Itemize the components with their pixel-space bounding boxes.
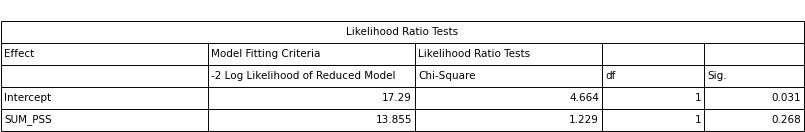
Text: 0.031: 0.031 — [771, 93, 801, 103]
Text: 1: 1 — [695, 93, 701, 103]
Text: 13.855: 13.855 — [375, 115, 412, 125]
Text: SUM_PSS: SUM_PSS — [4, 115, 52, 125]
Text: Sig.: Sig. — [707, 71, 727, 81]
Text: 1: 1 — [695, 115, 701, 125]
Text: 17.29: 17.29 — [382, 93, 412, 103]
Text: Likelihood Ratio Tests: Likelihood Ratio Tests — [346, 27, 459, 37]
Text: Model Fitting Criteria: Model Fitting Criteria — [211, 49, 320, 59]
Text: df: df — [605, 71, 615, 81]
Text: 1.229: 1.229 — [569, 115, 599, 125]
Text: Intercept: Intercept — [4, 93, 52, 103]
Text: 0.268: 0.268 — [771, 115, 801, 125]
Text: Effect: Effect — [4, 49, 35, 59]
Text: -2 Log Likelihood of Reduced Model: -2 Log Likelihood of Reduced Model — [211, 71, 395, 81]
Text: 4.664: 4.664 — [569, 93, 599, 103]
Text: Likelihood Ratio Tests: Likelihood Ratio Tests — [418, 49, 530, 59]
Text: Chi-Square: Chi-Square — [418, 71, 476, 81]
